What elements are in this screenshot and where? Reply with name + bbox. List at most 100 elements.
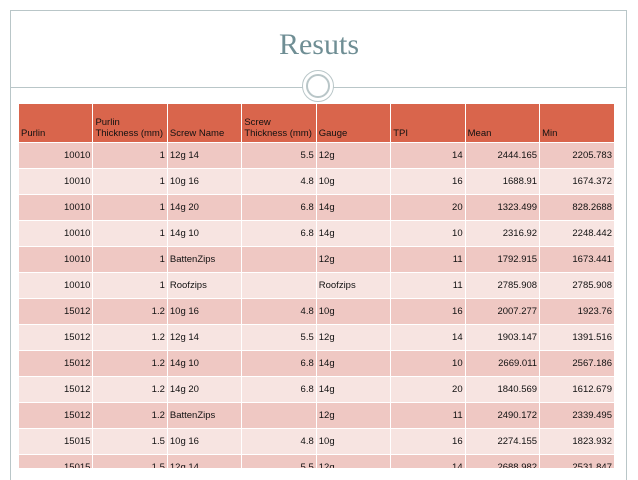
table-cell: 1.5 [92,454,168,468]
table-cell: 10010 [18,142,93,169]
table-cell: 12g 14 [166,454,242,468]
table-cell: 2785.908 [539,272,614,299]
table-row: 10010 1 14g 20 6.8 14g 20 1323.499 828.2688 [18,194,614,221]
table-cell: 5.5 [241,324,317,351]
ornament-ring [306,74,330,98]
column-header: Screw Name [166,104,242,143]
table-cell: 15012 [18,324,93,351]
table-cell: 4.8 [241,298,317,325]
table-cell: 1.2 [92,350,168,377]
column-header: Gauge [315,104,391,143]
table-row: 15012 1.2 14g 10 6.8 14g 10 2669.011 2567.186 [18,350,614,377]
table-cell: 14g 10 [166,350,242,377]
results-table: Purlin Purlin Thickness (mm) Screw Name Scr… [18,104,614,468]
table-cell: 828.2688 [539,194,614,221]
table-cell [241,272,317,299]
table-cell: BattenZips [166,402,242,429]
table-cell: 12g 14 [166,142,242,169]
table-cell: 2567.186 [539,350,614,377]
table-cell: 4.8 [241,168,317,195]
table-cell: 1.5 [92,428,168,455]
table-cell [241,402,317,429]
table-cell: 2339.495 [539,402,614,429]
column-header: Min [539,104,614,143]
table-cell: 15012 [18,402,93,429]
table-cell: 15012 [18,376,93,403]
table-cell: 1903.147 [464,324,540,351]
table-cell: 14g [315,376,391,403]
table-cell: 10010 [18,246,93,273]
table-cell: 1.2 [92,324,168,351]
table-cell: 2531.847 [539,454,614,468]
table-cell: 16 [390,298,466,325]
table-cell: 14g 10 [166,220,242,247]
table-cell: 10 [390,350,466,377]
table-cell: 14g 20 [166,376,242,403]
table-cell: 12g [315,402,391,429]
table-cell: 15015 [18,428,93,455]
table-cell: 1688.91 [464,168,540,195]
table-cell: 1 [92,246,168,273]
table-cell: 1840.569 [464,376,540,403]
table-cell: 2444.165 [464,142,540,169]
table-cell: 16 [390,168,466,195]
table-cell: 12g [315,142,391,169]
header-row: Purlin Purlin Thickness (mm) Screw Name Scr… [18,104,614,143]
column-header: Purlin Thickness (mm) [92,104,168,143]
table-cell: 11 [390,272,466,299]
table-cell: 10g 16 [166,428,242,455]
table-cell: 10010 [18,168,93,195]
table-row: 15015 1.5 10g 16 4.8 10g 16 2274.155 1823.932 [18,428,614,455]
table-cell [241,246,317,273]
table-cell: 1612.679 [539,376,614,403]
table-cell: 16 [390,428,466,455]
table-row: 15012 1.2 10g 16 4.8 10g 16 2007.277 1923.76 [18,298,614,325]
table-cell: 1.2 [92,298,168,325]
table-cell: 6.8 [241,220,317,247]
slide-title: Resuts [278,28,359,61]
table-row: 10010 1 BattenZips 12g 11 1792.915 1673.441 [18,246,614,273]
table-cell: 12g [315,246,391,273]
table-cell: 2669.011 [464,350,540,377]
table-cell: 10010 [18,272,93,299]
table-cell: 10g 16 [166,168,242,195]
column-header: Screw Thickness (mm) [241,104,317,143]
table-cell: 1391.516 [539,324,614,351]
table-row: 15012 1.2 14g 20 6.8 14g 20 1840.569 1612.679 [18,376,614,403]
table-cell: 15012 [18,350,93,377]
table-cell: 20 [390,194,466,221]
table-cell: 1 [92,220,168,247]
table-cell: 4.8 [241,428,317,455]
table-cell: 14 [390,324,466,351]
table-cell: 2490.172 [464,402,540,429]
table-row: 15012 1.2 12g 14 5.5 12g 14 1903.147 1391.516 [18,324,614,351]
table-cell: 2205.783 [539,142,614,169]
table-cell: 2785.908 [464,272,540,299]
table-cell: 12g [315,454,391,468]
table-cell: 1823.932 [539,428,614,455]
table-cell: 1673.441 [539,246,614,273]
table-row: 15012 1.2 BattenZips 12g 11 2490.172 2339.495 [18,402,614,429]
table-cell: 1 [92,272,168,299]
table-cell: 11 [390,402,466,429]
table-cell: 10010 [18,220,93,247]
table-cell: 2316.92 [464,220,540,247]
table-body: 10010 1 12g 14 5.5 12g 14 2444.165 2205.783 1001… [18,142,614,468]
table-cell: 1.2 [92,376,168,403]
table-row: 10010 1 Roofzips Roofzips 11 2785.908 2785.908 [18,272,614,299]
table-row: 10010 1 10g 16 4.8 10g 16 1688.91 1674.372 [18,168,614,195]
table-cell: 10g [315,298,391,325]
table-cell: 6.8 [241,194,317,221]
table-cell: Roofzips [315,272,391,299]
table-cell: 12g [315,324,391,351]
table-cell: 1674.372 [539,168,614,195]
table-cell: 14g [315,350,391,377]
table-row: 15015 1.5 12g 14 5.5 12g 14 2688.982 2531.847 [18,454,614,468]
table-cell: 2007.277 [464,298,540,325]
table-cell: 10010 [18,194,93,221]
table-cell: 5.5 [241,454,317,468]
table-cell: 2248.442 [539,220,614,247]
table-cell: Roofzips [166,272,242,299]
table-cell: 14 [390,454,466,468]
